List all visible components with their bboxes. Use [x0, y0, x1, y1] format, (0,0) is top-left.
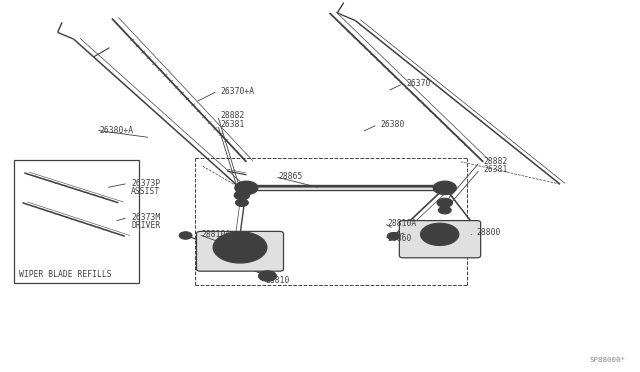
Circle shape	[240, 184, 253, 192]
Text: 26381: 26381	[483, 165, 508, 174]
Text: 26370: 26370	[406, 79, 431, 88]
Text: 28865: 28865	[278, 172, 303, 181]
Text: 28860: 28860	[387, 234, 412, 243]
Text: 28800: 28800	[477, 228, 501, 237]
Circle shape	[441, 201, 449, 205]
Text: ASSIST: ASSIST	[131, 187, 161, 196]
Circle shape	[179, 232, 192, 239]
Text: DRIVER: DRIVER	[131, 221, 161, 230]
Circle shape	[232, 243, 248, 252]
Circle shape	[222, 237, 258, 258]
Text: WIPER BLADE REFILLS: WIPER BLADE REFILLS	[19, 270, 112, 279]
Text: 26373P: 26373P	[131, 179, 161, 188]
Circle shape	[438, 206, 451, 214]
Circle shape	[236, 199, 248, 206]
Circle shape	[438, 184, 451, 192]
Circle shape	[437, 198, 452, 207]
Circle shape	[213, 232, 267, 263]
Text: 26370+A: 26370+A	[221, 87, 255, 96]
Circle shape	[387, 232, 400, 240]
Circle shape	[438, 184, 451, 192]
Text: 26373M: 26373M	[131, 213, 161, 222]
FancyBboxPatch shape	[399, 221, 481, 258]
Circle shape	[420, 223, 459, 246]
Text: 28810A: 28810A	[387, 219, 417, 228]
Text: 26380: 26380	[381, 120, 405, 129]
Text: 26380+A: 26380+A	[99, 126, 133, 135]
Text: 28810: 28810	[266, 276, 290, 285]
Circle shape	[238, 193, 246, 198]
Circle shape	[259, 271, 276, 281]
Circle shape	[429, 228, 450, 240]
Circle shape	[433, 181, 456, 195]
Text: 26381: 26381	[221, 120, 245, 129]
FancyBboxPatch shape	[196, 231, 284, 271]
Text: 28810A: 28810A	[202, 230, 231, 239]
Text: SP88000*: SP88000*	[590, 357, 626, 363]
Text: 28882: 28882	[221, 111, 245, 120]
Circle shape	[234, 191, 250, 200]
Text: 28882: 28882	[483, 157, 508, 166]
Bar	[14, 160, 139, 283]
Circle shape	[235, 181, 258, 195]
